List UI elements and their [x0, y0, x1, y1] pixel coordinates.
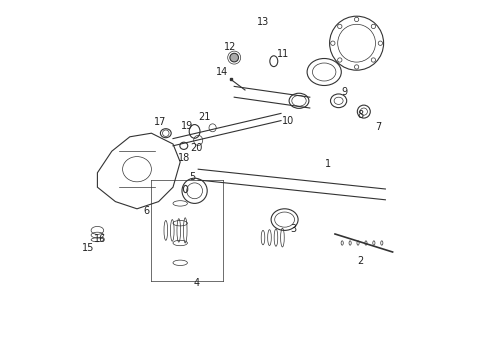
Text: 18: 18	[178, 153, 190, 163]
Circle shape	[331, 41, 335, 45]
Text: 5: 5	[190, 172, 196, 182]
Text: 15: 15	[81, 243, 94, 253]
Text: 1: 1	[325, 159, 331, 169]
Text: 8: 8	[357, 110, 363, 120]
Circle shape	[338, 58, 342, 62]
Text: 11: 11	[277, 49, 289, 59]
Circle shape	[371, 58, 375, 62]
Text: 17: 17	[154, 117, 167, 127]
Text: 4: 4	[194, 278, 199, 288]
Circle shape	[338, 24, 342, 28]
Circle shape	[371, 24, 375, 28]
Circle shape	[378, 41, 383, 45]
Text: 2: 2	[357, 256, 363, 266]
Text: 13: 13	[257, 17, 269, 27]
Text: 14: 14	[216, 67, 228, 77]
Text: 19: 19	[181, 121, 194, 131]
Circle shape	[354, 17, 359, 22]
Text: 6: 6	[143, 206, 149, 216]
Text: 3: 3	[291, 224, 296, 234]
Text: 7: 7	[375, 122, 381, 132]
Text: 20: 20	[190, 143, 202, 153]
Polygon shape	[98, 133, 180, 209]
Circle shape	[354, 65, 359, 69]
Circle shape	[230, 53, 239, 62]
Text: 16: 16	[94, 234, 106, 244]
Text: 12: 12	[224, 42, 237, 52]
Text: 21: 21	[198, 112, 211, 122]
Text: 9: 9	[341, 87, 347, 97]
Text: 10: 10	[282, 116, 294, 126]
